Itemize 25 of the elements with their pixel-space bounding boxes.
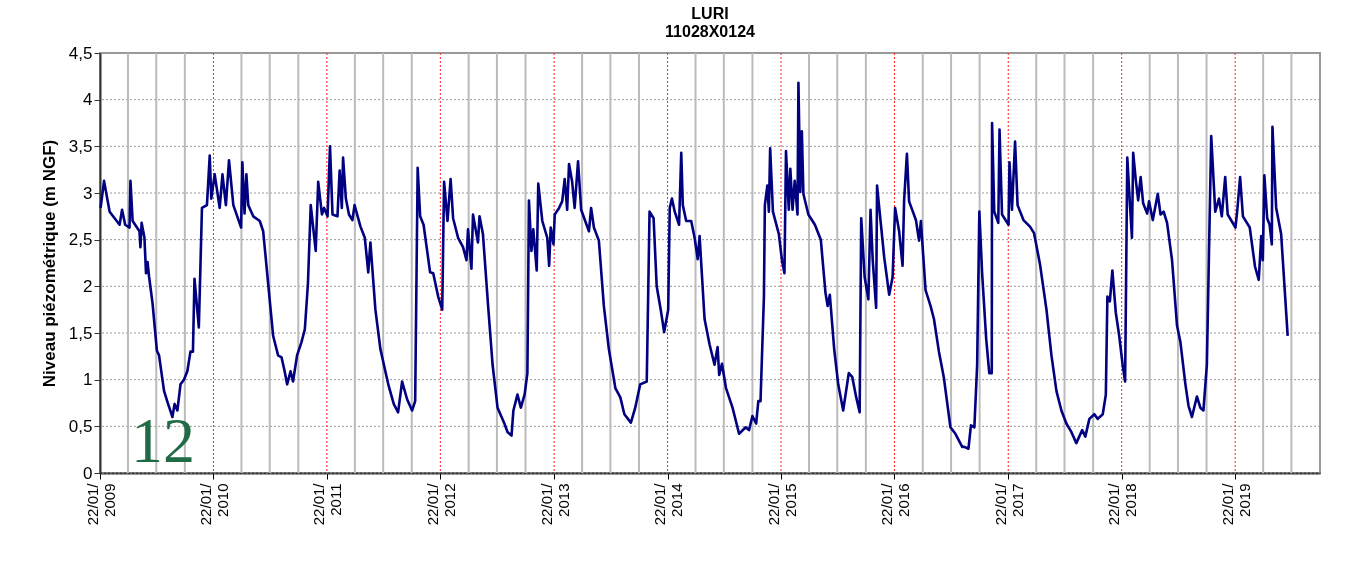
- y-tick-label: 3,5: [68, 136, 93, 156]
- annotation: 12: [131, 405, 195, 476]
- x-tick-label: 22/01/2019: [1218, 482, 1253, 526]
- chart-subtitle: 11028X0124: [665, 23, 756, 40]
- x-tick-label: 22/01/2014: [651, 482, 686, 526]
- y-tick-label: 3: [83, 183, 93, 203]
- x-tick-label: 22/01/2015: [764, 482, 799, 526]
- x-tick-label: 22/01/2013: [537, 482, 572, 526]
- y-tick-label: 0,5: [68, 416, 93, 436]
- y-tick-label: 2,5: [68, 230, 93, 250]
- y-tick-label: 2: [83, 276, 93, 296]
- y-tick-label: 4: [83, 90, 93, 110]
- x-tick-label: 22/01/2011: [310, 482, 345, 526]
- y-tick-label: 4,5: [68, 43, 93, 63]
- x-tick-label: 22/01/2009: [83, 482, 118, 526]
- y-tick-label: 0: [83, 463, 93, 483]
- x-tick-label: 22/01/2016: [877, 482, 912, 526]
- x-tick-label: 22/01/2012: [423, 482, 458, 526]
- y-tick-label: 1: [83, 370, 93, 390]
- x-tick-label: 22/01/2010: [196, 482, 231, 526]
- y-tick-label: 1,5: [68, 323, 93, 343]
- y-axis-title: Niveau piézométrique (m NGF): [39, 139, 59, 388]
- x-tick-label: 22/01/2018: [1105, 482, 1140, 526]
- chart-title: LURI: [691, 5, 729, 22]
- x-tick-label: 22/01/2017: [991, 482, 1026, 526]
